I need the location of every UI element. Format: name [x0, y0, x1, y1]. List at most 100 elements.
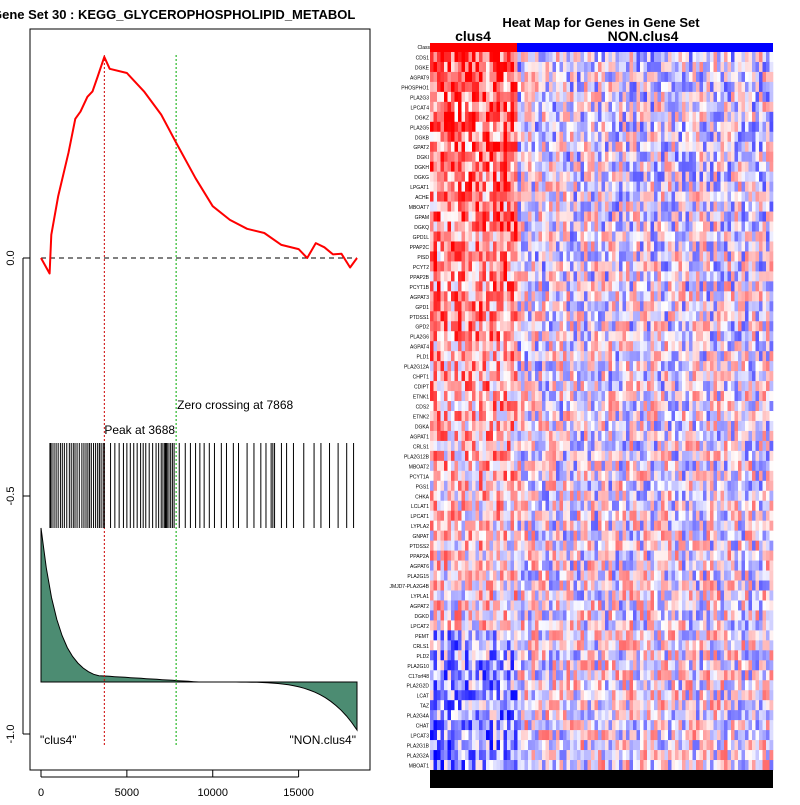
heatmap-cell: [472, 72, 476, 82]
heatmap-cell: [577, 202, 581, 212]
heatmap-cell: [623, 481, 627, 491]
heatmap-cell: [756, 182, 760, 192]
heatmap-cell: [577, 212, 581, 222]
heatmap-cell: [693, 421, 697, 431]
heatmap-cell: [682, 471, 686, 481]
heatmap-cell: [616, 212, 620, 222]
heatmap-cell: [563, 52, 567, 62]
heatmap-cell: [735, 212, 739, 222]
heatmap-cell: [707, 82, 711, 92]
heatmap-cell: [483, 162, 487, 172]
heatmap-cell: [483, 212, 487, 222]
heatmap-cell: [686, 371, 690, 381]
heatmap-cell: [528, 491, 532, 501]
heatmap-cell: [661, 481, 665, 491]
heatmap-cell: [476, 471, 480, 481]
heatmap-cell: [658, 351, 662, 361]
heatmap-cell: [486, 142, 490, 152]
heatmap-cell: [752, 182, 756, 192]
heatmap-cell: [682, 511, 686, 521]
heatmap-cell: [745, 321, 749, 331]
heatmap-cell: [679, 52, 683, 62]
heatmap-cell: [521, 102, 525, 112]
heatmap-cell: [451, 521, 455, 531]
heatmap-cell: [455, 142, 459, 152]
heatmap-cell: [672, 62, 676, 72]
heatmap-cell: [612, 251, 616, 261]
heatmap-cell: [507, 82, 511, 92]
heatmap-cell: [546, 162, 550, 172]
heatmap-cell: [609, 471, 613, 481]
heatmap-cell: [626, 241, 630, 251]
heatmap-cell: [619, 351, 623, 361]
heatmap-cell: [665, 291, 669, 301]
heatmap-cell: [458, 531, 462, 541]
heatmap-cell: [490, 82, 494, 92]
heatmap-cell: [759, 192, 763, 202]
heatmap-cell: [605, 341, 609, 351]
heatmap-cell: [602, 271, 606, 281]
heatmap-cell: [535, 431, 539, 441]
heatmap-cell: [542, 122, 546, 132]
heatmap-cell: [770, 311, 774, 321]
heatmap-cell: [584, 162, 588, 172]
heatmap-cell: [493, 301, 497, 311]
heatmap-cell: [535, 401, 539, 411]
heatmap-cell: [626, 261, 630, 271]
heatmap-cell: [493, 311, 497, 321]
heatmap-cell: [570, 72, 574, 82]
heatmap-cell: [567, 241, 571, 251]
heatmap-cell: [567, 222, 571, 232]
heatmap-cell: [633, 52, 637, 62]
heatmap-cell: [507, 341, 511, 351]
heatmap-cell: [563, 351, 567, 361]
heatmap-cell: [668, 222, 672, 232]
heatmap-cell: [679, 351, 683, 361]
heatmap-cell: [476, 212, 480, 222]
heatmap-cell: [546, 192, 550, 202]
heatmap-cell: [672, 251, 676, 261]
heatmap-cell: [602, 281, 606, 291]
heatmap-cell: [476, 381, 480, 391]
heatmap-cell: [724, 232, 728, 242]
heatmap-cell: [742, 301, 746, 311]
heatmap-cell: [651, 321, 655, 331]
heatmap-cell: [560, 511, 564, 521]
heatmap-cell: [500, 251, 504, 261]
heatmap-cell: [567, 421, 571, 431]
heatmap-cell: [647, 202, 651, 212]
heatmap-cell: [724, 251, 728, 261]
heatmap-cell: [448, 401, 452, 411]
heatmap-cell: [612, 401, 616, 411]
heatmap-cell: [476, 411, 480, 421]
heatmap-cell: [563, 251, 567, 261]
heatmap-cell: [434, 541, 438, 551]
heatmap-cell: [633, 491, 637, 501]
heatmap-cell: [707, 202, 711, 212]
heatmap-cell: [707, 112, 711, 122]
heatmap-cell: [434, 281, 438, 291]
heatmap-cell: [567, 251, 571, 261]
heatmap-cell: [574, 202, 578, 212]
heatmap-cell: [518, 261, 522, 271]
heatmap-cell: [707, 451, 711, 461]
heatmap-cell: [437, 411, 441, 421]
heatmap-cell: [455, 281, 459, 291]
heatmap-cell: [675, 271, 679, 281]
heatmap-cell: [605, 241, 609, 251]
heatmap-cell: [560, 62, 564, 72]
heatmap-cell: [476, 251, 480, 261]
heatmap-cell: [542, 212, 546, 222]
heatmap-cell: [479, 481, 483, 491]
heatmap-cell: [448, 182, 452, 192]
heatmap-cell: [672, 331, 676, 341]
heatmap-cell: [728, 481, 732, 491]
heatmap-cell: [637, 521, 641, 531]
heatmap-cell: [462, 531, 466, 541]
heatmap-cell: [500, 441, 504, 451]
heatmap-cell: [717, 511, 721, 521]
heatmap-cell: [724, 311, 728, 321]
heatmap-cell: [504, 341, 508, 351]
heatmap-cell: [525, 311, 529, 321]
heatmap-cell: [462, 251, 466, 261]
